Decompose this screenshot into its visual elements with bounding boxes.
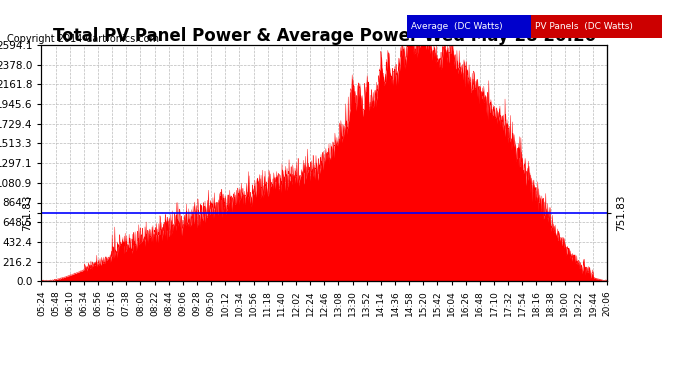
Text: PV Panels  (DC Watts): PV Panels (DC Watts) [535,22,633,31]
Title: Total PV Panel Power & Average Power Wed May 28 20:20: Total PV Panel Power & Average Power Wed… [52,27,596,45]
Text: Average  (DC Watts): Average (DC Watts) [411,22,502,31]
Text: Copyright 2014 Cartronics.com: Copyright 2014 Cartronics.com [7,34,159,44]
